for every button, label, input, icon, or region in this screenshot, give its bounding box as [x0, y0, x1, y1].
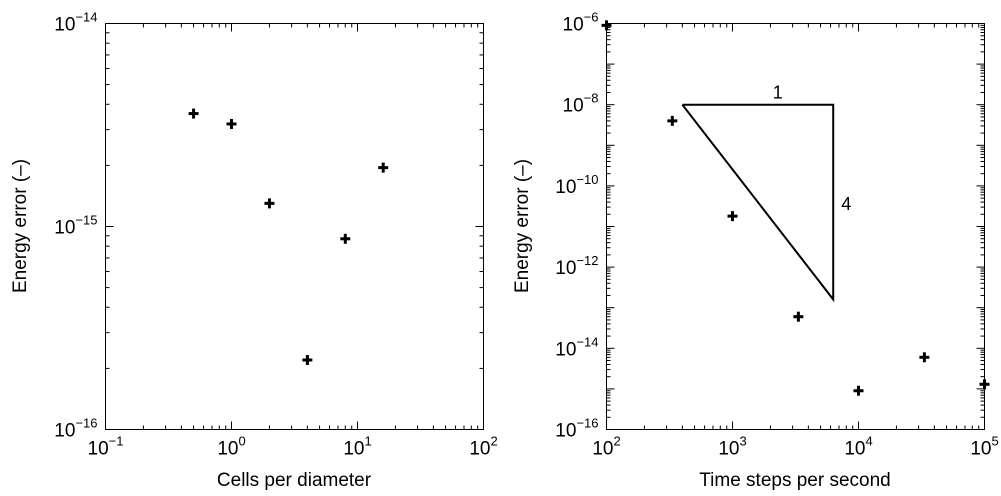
y-tick-label-base: 10	[54, 421, 75, 442]
right-y-axis-label: Energy error (–)	[512, 159, 533, 293]
x-tick-label-exponent: 2	[613, 434, 620, 449]
x-tick-label-exponent: 3	[739, 434, 746, 449]
x-tick-label-base: 10	[844, 439, 865, 460]
x-tick-label-base: 10	[469, 439, 490, 460]
y-tick-label: 10−8	[563, 91, 599, 117]
x-tick-label-base: 10	[970, 439, 991, 460]
y-tick-label-exponent: −8	[584, 91, 599, 106]
slope-rise-label: 4	[841, 194, 851, 214]
y-tick-label-base: 10	[555, 258, 576, 279]
data-point	[340, 233, 351, 244]
x-tick-label-exponent: 0	[238, 434, 245, 449]
y-tick-label-exponent: −6	[584, 10, 599, 25]
data-point	[378, 162, 389, 173]
x-tick-label-base: 10	[88, 439, 109, 460]
y-tick-label-exponent: −10	[576, 172, 598, 187]
y-tick-label-exponent: −14	[576, 334, 598, 349]
x-tick-label: 100	[217, 434, 245, 460]
y-tick-label: 10−14	[54, 10, 97, 36]
x-tick-label-base: 10	[217, 439, 238, 460]
right-points	[601, 20, 990, 396]
y-tick-label-exponent: −16	[75, 416, 97, 431]
x-tick-label: 10−1	[88, 434, 124, 460]
y-tick-label-base: 10	[555, 177, 576, 198]
y-tick-label: 10−14	[555, 334, 598, 360]
y-tick-label: 10−6	[563, 10, 599, 36]
data-point	[188, 108, 199, 119]
data-point	[264, 198, 275, 209]
y-tick-label-base: 10	[54, 15, 75, 36]
data-point	[302, 354, 313, 365]
data-point	[727, 211, 738, 222]
x-tick-label-exponent: 5	[991, 434, 998, 449]
x-tick-label: 102	[469, 434, 497, 460]
slope-triangle	[681, 103, 835, 303]
x-tick-label-exponent: 1	[364, 434, 371, 449]
y-tick-label-base: 10	[54, 218, 75, 239]
y-tick-label: 10−12	[555, 253, 598, 279]
y-tick-label-base: 10	[563, 96, 584, 117]
y-tick-label: 10−15	[54, 213, 97, 239]
data-point	[793, 311, 804, 322]
right-panel: 102 103 104 10510−1610−1410−1210−1010−810−6…	[512, 10, 999, 492]
y-tick-label: 10−16	[555, 416, 598, 442]
data-point	[226, 118, 237, 129]
y-tick-label-exponent: −14	[75, 10, 97, 25]
y-tick-label-exponent: −15	[75, 213, 97, 228]
data-point	[601, 20, 612, 31]
data-point	[667, 115, 678, 126]
data-point	[853, 385, 864, 396]
x-tick-label-base: 10	[718, 439, 739, 460]
x-tick-label-base: 10	[592, 439, 613, 460]
y-tick-label-base: 10	[555, 421, 576, 442]
x-tick-label: 102	[592, 434, 620, 460]
right-ticks	[606, 23, 985, 430]
x-tick-label: 101	[343, 434, 371, 460]
y-tick-label: 10−16	[54, 416, 97, 442]
y-tick-label-exponent: −12	[576, 253, 598, 268]
x-tick-label-exponent: 4	[865, 434, 872, 449]
data-point	[979, 379, 990, 390]
y-tick-label-base: 10	[563, 15, 584, 36]
right-x-axis-label: Time steps per second	[699, 470, 891, 491]
left-points	[188, 108, 389, 365]
left-plot-frame	[105, 23, 484, 430]
slope-run-label: 1	[773, 83, 783, 103]
y-tick-label: 10−10	[555, 172, 598, 198]
y-tick-label-exponent: −16	[576, 416, 598, 431]
data-point	[919, 352, 930, 363]
x-tick-label-base: 10	[343, 439, 364, 460]
left-ticks	[105, 23, 484, 430]
y-tick-label-base: 10	[555, 339, 576, 360]
x-tick-label-exponent: 2	[490, 434, 497, 449]
x-tick-label: 104	[844, 434, 872, 460]
x-tick-label: 103	[718, 434, 746, 460]
left-y-axis-label: Energy error (–)	[10, 159, 31, 293]
x-tick-label-exponent: −1	[109, 434, 124, 449]
left-x-axis-label: Cells per diameter	[217, 470, 372, 491]
right-plot-frame	[606, 23, 985, 430]
x-tick-label: 105	[970, 434, 998, 460]
